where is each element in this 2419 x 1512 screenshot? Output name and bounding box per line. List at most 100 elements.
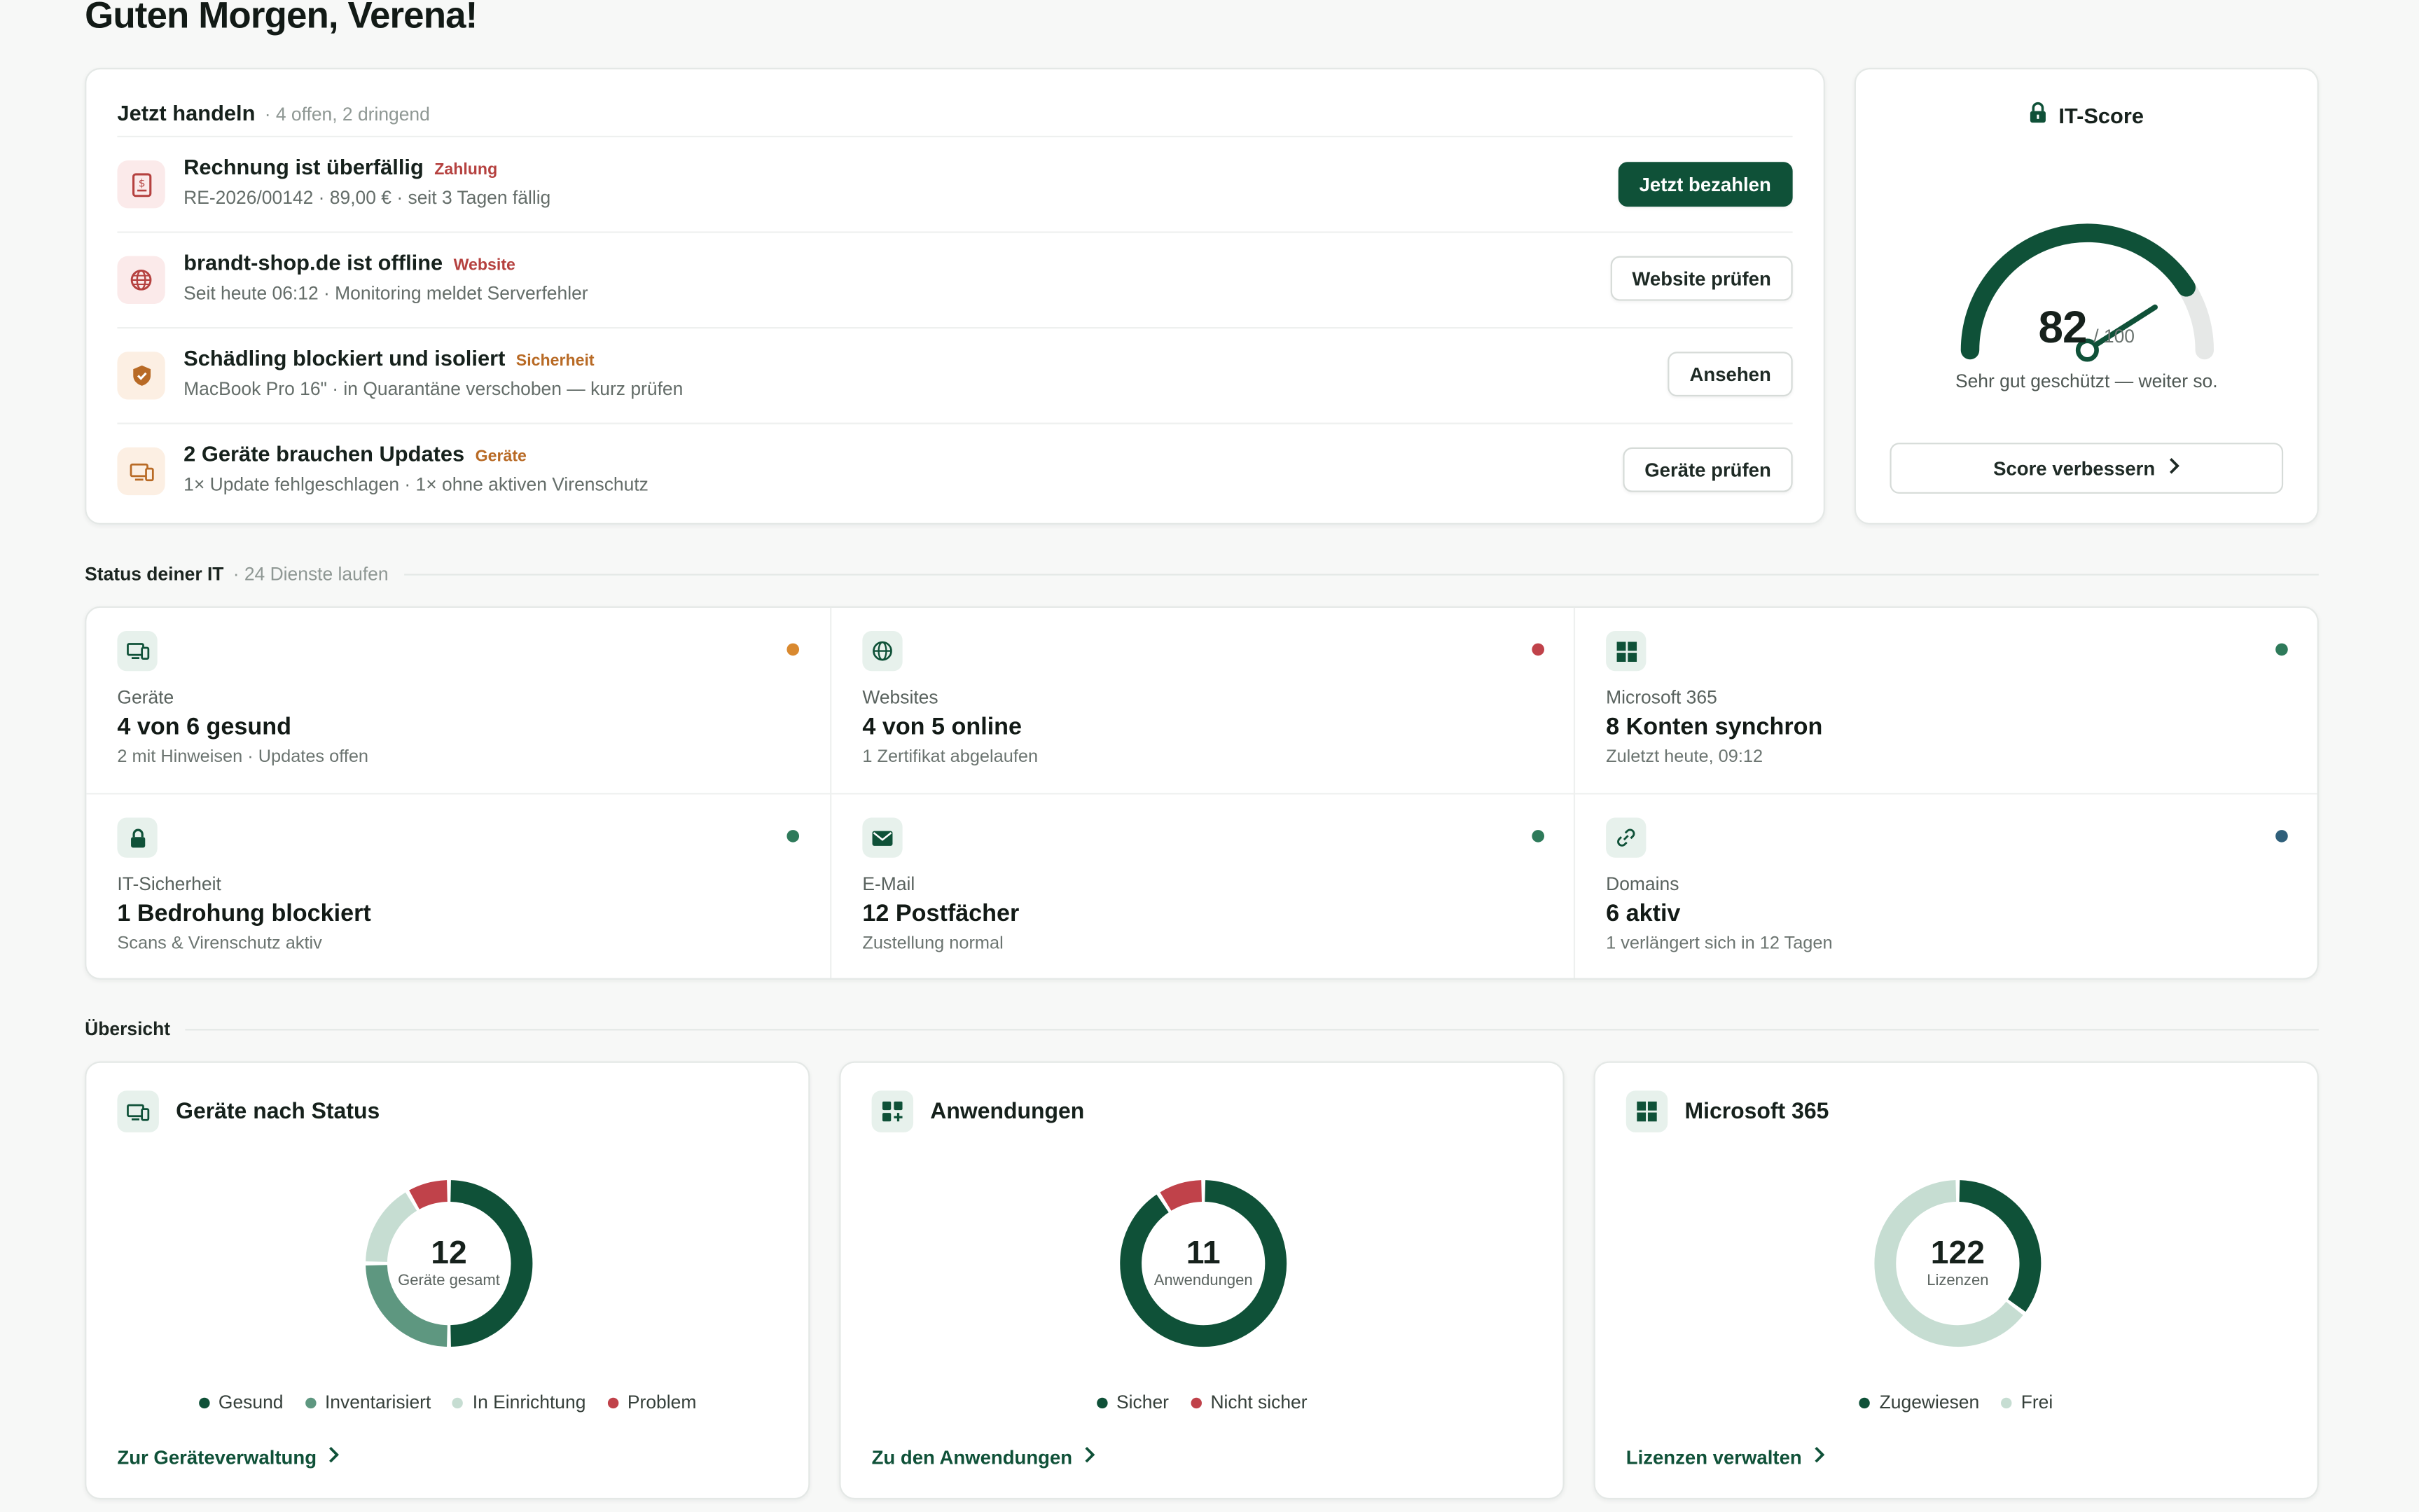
divider (186, 1028, 2319, 1030)
chevron-right-icon (1812, 1445, 1825, 1469)
apps-link[interactable]: Zu den Anwendungen (872, 1445, 1096, 1469)
legend-item: Nicht sicher (1190, 1391, 1308, 1413)
legend-swatch (1096, 1396, 1107, 1408)
donut-segment-zugewiesen (1959, 1180, 2042, 1312)
chart-legend: Gesund Inventarisiert In Einrichtung Proble… (86, 1392, 808, 1413)
legend-item: Inventarisiert (305, 1392, 431, 1413)
card-title: Anwendungen (930, 1099, 1085, 1124)
tile-subtitle: 1 Zertifikat abgelaufen (862, 748, 1039, 767)
legend-label: Inventarisiert (324, 1391, 431, 1413)
action-subtitle: Seit heute 06:12 · Monitoring meldet Ser… (183, 282, 588, 304)
windows-icon (1606, 630, 1647, 672)
tile-subtitle: Scans & Virenschutz aktiv (117, 934, 322, 954)
it-score-header: IT-Score (1856, 102, 2317, 127)
tile-subtitle: Zustellung normal (862, 934, 1004, 954)
it-score-title: IT-Score (2058, 102, 2144, 127)
action-row-website: brandt-shop.de ist offline Website Seit h… (117, 231, 1793, 327)
devices-donut-chart (366, 1180, 533, 1347)
gauge-needle (2084, 304, 2158, 353)
action-title: Schädling blockiert und isoliert Sicherhe… (183, 345, 595, 370)
lock-icon (117, 817, 158, 858)
action-card: Jetzt handeln · 4 offen, 2 dringend $ Rec… (85, 67, 1825, 525)
legend-item: Frei (2001, 1392, 2053, 1413)
donut-total-label: Geräte gesamt (398, 1272, 500, 1290)
donut-segment-in-einrichtung (366, 1192, 417, 1263)
card-title: Microsoft 365 (1684, 1099, 1829, 1124)
status-tile-domains[interactable]: Domains 6 aktiv 1 verlängert sich in 12 … (1575, 794, 2319, 979)
legend-label: Zugewiesen (1879, 1391, 1980, 1413)
action-tag: Zahlung (434, 160, 498, 179)
donut-segment-gesund (450, 1180, 533, 1347)
action-subtitle: MacBook Pro 16" · in Quarantäne verschob… (183, 377, 684, 400)
mail-icon (862, 817, 903, 858)
legend-swatch (1190, 1396, 1202, 1408)
tile-label: Geräte (117, 686, 174, 709)
status-dot (2275, 830, 2288, 842)
pay-now-button[interactable]: Jetzt bezahlen (1617, 162, 1793, 207)
check-website-button[interactable]: Website prüfen (1610, 256, 1793, 301)
status-dot (786, 643, 800, 656)
tile-label: E-Mail (862, 873, 915, 895)
tile-label: Websites (862, 686, 938, 709)
action-card-meta: · 4 offen, 2 dringend (264, 103, 430, 125)
card-header: Microsoft 365 (1626, 1090, 1829, 1132)
status-section-title: Status deiner IT (85, 563, 224, 585)
tile-subtitle: Zuletzt heute, 09:12 (1606, 748, 1763, 767)
check-devices-button[interactable]: Geräte prüfen (1623, 447, 1793, 492)
page-title: Guten Morgen, Verena! (85, 0, 478, 37)
legend-item: In Einrichtung (452, 1392, 585, 1413)
overview-card-devices: Geräte nach Status 12 Geräte gesamt Gesu… (85, 1061, 810, 1500)
gauge-pivot (2075, 338, 2099, 362)
legend-label: Nicht sicher (1210, 1391, 1308, 1413)
action-row-devices: 2 Geräte brauchen Updates Geräte 1× Updat… (117, 422, 1793, 519)
apps-icon (871, 1090, 914, 1132)
tile-value: 8 Konten synchron (1606, 714, 1823, 741)
donut-segment-problem (409, 1180, 448, 1209)
donut-center: 11 Anwendungen (1116, 1176, 1291, 1352)
improve-score-button[interactable]: Score verbessern (1890, 443, 2284, 494)
status-tile-websites[interactable]: Websites 4 von 5 online 1 Zertifikat abg… (831, 608, 1575, 793)
manage-licenses-link[interactable]: Lizenzen verwalten (1626, 1445, 1825, 1469)
device-management-link[interactable]: Zur Geräteverwaltung (117, 1445, 340, 1469)
action-row-security: Schädling blockiert und isoliert Sicherhe… (117, 326, 1793, 423)
overview-section-title: Übersicht (85, 1018, 171, 1040)
action-subtitle: 1× Update fehlgeschlagen · 1× ohne aktiv… (183, 473, 649, 496)
overview-card-microsoft365: Microsoft 365 122 Lizenzen Zugewiesen Fre… (1593, 1061, 2319, 1500)
status-section-meta: · 24 Dienste laufen (233, 563, 389, 585)
status-grid: Geräte 4 von 6 gesund 2 mit Hinweisen · … (85, 606, 2319, 980)
donut-total-label: Anwendungen (1153, 1272, 1253, 1290)
globe-icon (862, 630, 903, 672)
action-title: Rechnung ist überfällig Zahlung (183, 154, 498, 179)
chevron-right-icon (1083, 1445, 1096, 1469)
overview-section-header: Übersicht (85, 1017, 2319, 1041)
status-tile-security[interactable]: IT-Sicherheit 1 Bedrohung blockiert Scan… (86, 794, 830, 979)
donut-segment-inventarisiert (366, 1264, 448, 1347)
licenses-donut-chart (1874, 1180, 2042, 1347)
action-subtitle: RE-2026/00142 · 89,00 € · seit 3 Tagen f… (183, 186, 551, 209)
globe-icon (117, 256, 165, 304)
tile-value: 4 von 5 online (862, 714, 1023, 741)
status-dot (1532, 643, 1545, 656)
action-row-invoice: $ Rechnung ist überfällig Zahlung RE-2026… (117, 135, 1793, 232)
status-tile-devices[interactable]: Geräte 4 von 6 gesund 2 mit Hinweisen · … (86, 608, 830, 793)
status-tile-email[interactable]: E-Mail 12 Postfächer Zustellung normal (831, 794, 1575, 979)
invoice-icon: $ (117, 160, 165, 209)
view-button[interactable]: Ansehen (1668, 352, 1793, 397)
legend-swatch (1859, 1396, 1871, 1408)
shield-icon (117, 352, 165, 400)
donut-center: 122 Lizenzen (1870, 1176, 2046, 1352)
chevron-right-icon (2168, 457, 2180, 480)
donut-segment-nicht-sicher (1160, 1180, 1202, 1212)
score-gauge (1960, 223, 2214, 362)
donut-total: 11 (1186, 1235, 1221, 1272)
legend-swatch (305, 1396, 316, 1408)
status-tile-microsoft365[interactable]: Microsoft 365 8 Konten synchron Zuletzt … (1575, 608, 2319, 793)
legend-item: Sicher (1096, 1392, 1169, 1413)
donut-total-label: Lizenzen (1927, 1272, 1989, 1290)
status-dot (1532, 830, 1545, 842)
devices-icon (117, 447, 165, 496)
tile-value: 12 Postfächer (862, 901, 1020, 927)
divider (403, 573, 2319, 575)
legend-item: Problem (607, 1392, 696, 1413)
